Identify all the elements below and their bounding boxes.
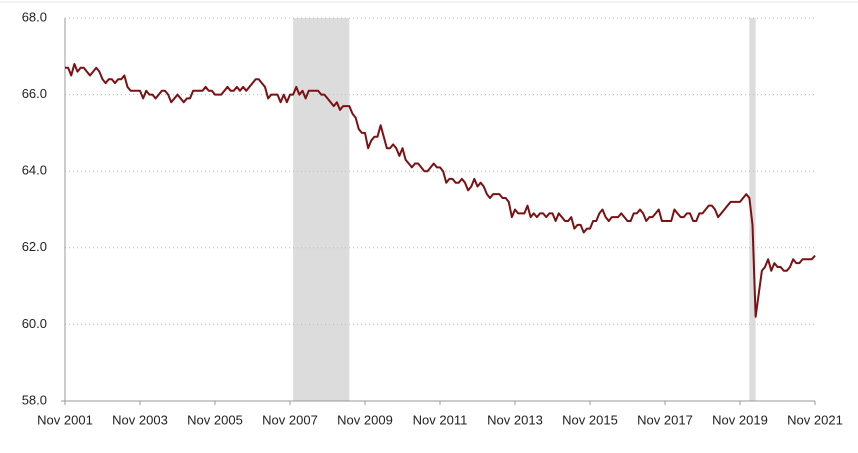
x-tick-label: Nov 2011 xyxy=(413,412,468,427)
x-tick-label: Nov 2009 xyxy=(337,412,393,427)
x-tick-label: Nov 2015 xyxy=(562,412,618,427)
x-tick-label: Nov 2021 xyxy=(787,412,843,427)
x-tick-label: Nov 2001 xyxy=(37,412,93,427)
y-tick-label: 60.0 xyxy=(22,316,47,331)
y-tick-label: 66.0 xyxy=(22,86,47,101)
x-tick-label: Nov 2017 xyxy=(637,412,693,427)
y-tick-label: 68.0 xyxy=(22,9,47,24)
data-line xyxy=(65,62,816,318)
x-tick-label: Nov 2007 xyxy=(262,412,318,427)
recession-shade xyxy=(293,18,350,401)
x-tick-label: Nov 2013 xyxy=(487,412,543,427)
y-tick-label: 58.0 xyxy=(22,392,47,407)
x-tick-label: Nov 2019 xyxy=(712,412,768,427)
recession-shade xyxy=(749,18,756,401)
x-tick-label: Nov 2005 xyxy=(187,412,243,427)
y-tick-label: 62.0 xyxy=(22,239,47,254)
x-tick-label: Nov 2003 xyxy=(112,412,168,427)
y-tick-label: 64.0 xyxy=(22,163,47,178)
